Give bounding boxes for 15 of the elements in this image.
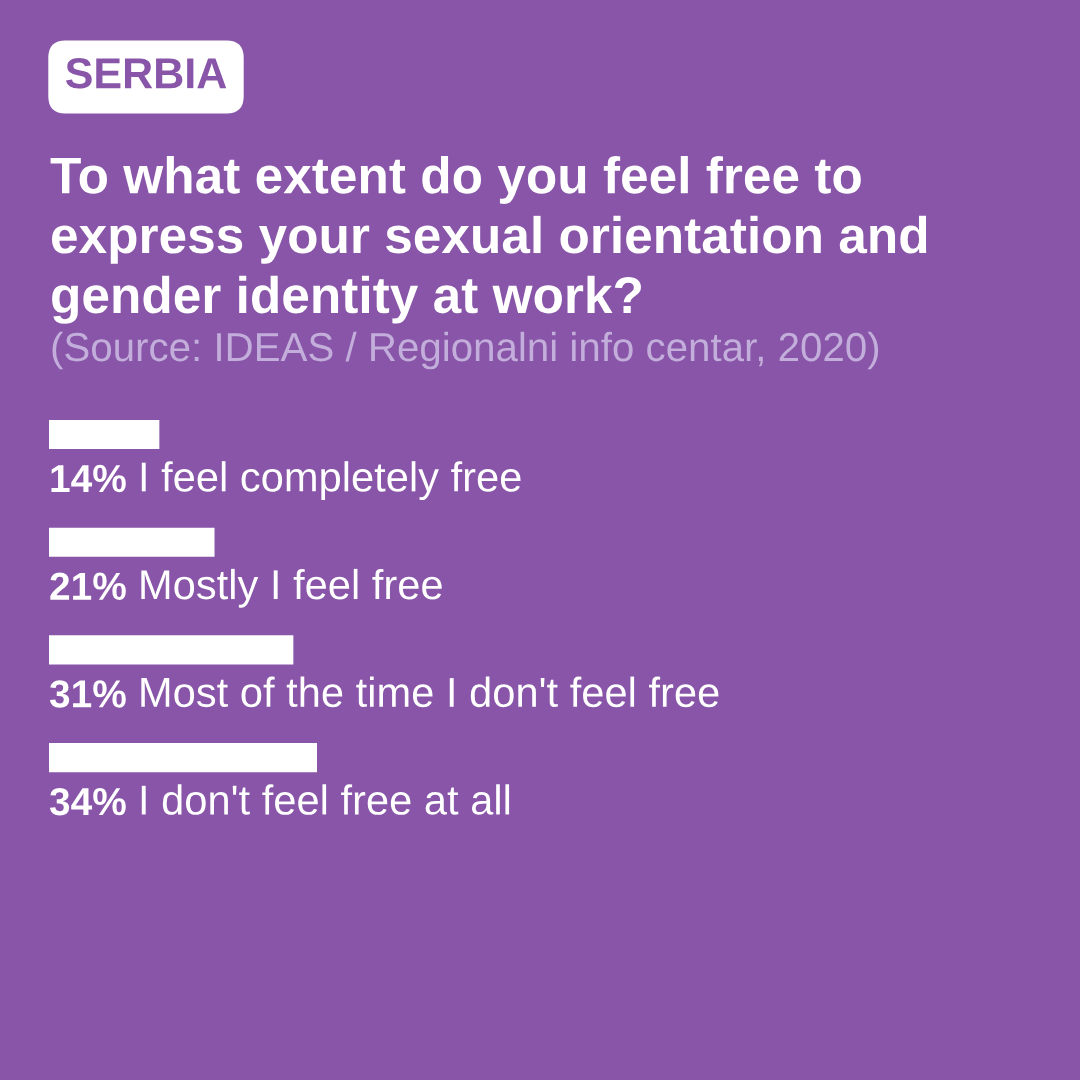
bar — [49, 743, 317, 773]
text: To what extent do you feel free to express your sexual orientation and gender identity at work? — [50, 156, 927, 324]
text: SERBIA — [65, 58, 227, 89]
bar — [49, 635, 294, 665]
data-label: 31% — [49, 680, 126, 708]
text: (Source: IDEAS / Regionalni info centar, 2020) — [52, 331, 879, 370]
data-label: 14% — [51, 464, 126, 493]
data-label: 34% — [49, 787, 126, 816]
bar — [49, 419, 160, 450]
data-label: 21% — [50, 572, 126, 600]
bar — [49, 527, 215, 557]
y-tick-label: Mostly I feel free — [141, 568, 442, 608]
y-tick-label: I feel completely free — [141, 461, 521, 500]
y-tick-label: I don't feel free at all — [141, 784, 510, 815]
y-tick-label: Most of the time I don't feel free — [141, 676, 719, 708]
